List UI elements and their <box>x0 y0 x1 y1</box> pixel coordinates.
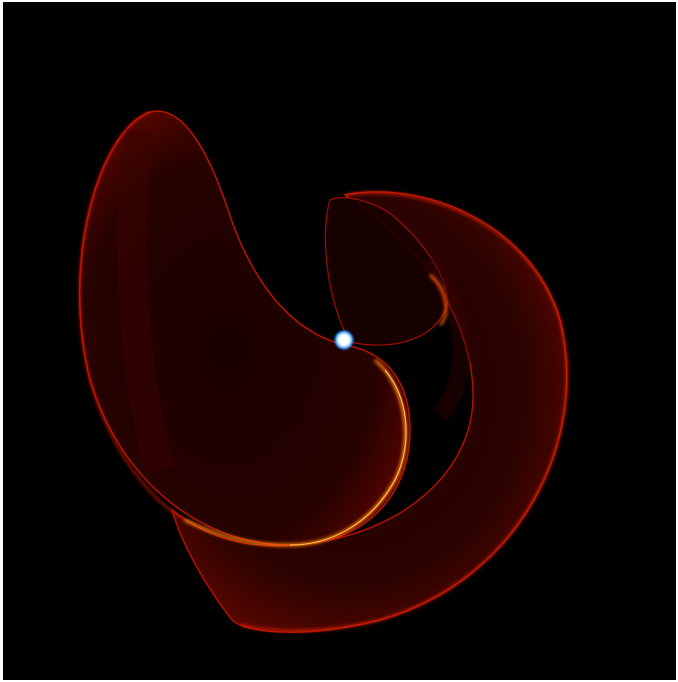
ribbon-inner <box>324 197 448 346</box>
highlight-core <box>289 369 407 546</box>
fold <box>116 127 175 474</box>
highlight <box>78 111 186 521</box>
fold <box>422 255 471 421</box>
highlight <box>239 191 568 632</box>
light-dot <box>333 329 355 351</box>
highlight <box>429 274 448 326</box>
